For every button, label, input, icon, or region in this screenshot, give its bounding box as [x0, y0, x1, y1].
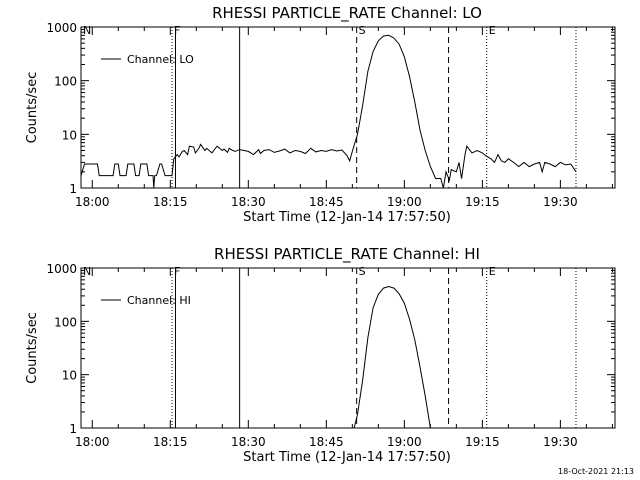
y-tick-label: 1000	[46, 262, 77, 276]
y-tick-label: 100	[54, 315, 77, 329]
x-tick-label: 19:30	[543, 435, 578, 449]
y-tick-label: 10	[62, 369, 77, 383]
x-tick-label: 18:15	[153, 435, 188, 449]
x-tick-label: 18:15	[153, 195, 188, 209]
event-marker-label: F	[174, 265, 180, 278]
event-marker-label: F	[174, 24, 180, 37]
x-tick-label: 18:00	[75, 435, 110, 449]
series-line	[353, 285, 431, 429]
series-line	[80, 34, 577, 189]
event-marker-label: E	[489, 24, 496, 37]
x-tick-label: 19:00	[387, 195, 422, 209]
chart-panel-hi: RHESSI PARTICLE_RATE Channel: HI 1 10 100 10…	[25, 245, 616, 465]
plot-frame	[80, 267, 616, 429]
y-axis-label: Counts/sec	[25, 72, 40, 144]
legend-label: Channel: LO	[127, 53, 194, 66]
chart-title: RHESSI PARTICLE_RATE Channel: LO	[212, 4, 482, 23]
x-tick-label: 19:15	[465, 195, 500, 209]
x-tick-label: 18:45	[309, 435, 344, 449]
chart-panel-lo: RHESSI PARTICLE_RATE Channel: LO 1 10 100 10…	[25, 4, 616, 225]
plot-frame	[80, 26, 616, 189]
legend-label: Channel: HI	[127, 294, 191, 307]
event-marker-label: S	[359, 24, 366, 37]
print-timestamp: 18-Oct-2021 21:13	[558, 467, 634, 476]
event-marker-label: N	[83, 265, 91, 278]
x-tick-label: 18:30	[231, 195, 266, 209]
y-tick-label: 1000	[46, 21, 77, 35]
x-tick-label: 19:15	[465, 435, 500, 449]
chart-title: RHESSI PARTICLE_RATE Channel: HI	[214, 245, 480, 264]
x-axis-label: Start Time (12-Jan-14 17:57:50)	[243, 210, 451, 225]
x-tick-label: 19:30	[543, 195, 578, 209]
y-tick-label: 100	[54, 75, 77, 89]
y-tick-label: 1	[69, 422, 77, 436]
x-tick-label: 18:00	[75, 195, 110, 209]
y-tick-label: 10	[62, 128, 77, 142]
x-tick-label: 19:00	[387, 435, 422, 449]
y-axis-label: Counts/sec	[25, 312, 40, 384]
y-tick-label: 1	[69, 182, 77, 196]
event-marker-label: E	[489, 265, 496, 278]
x-tick-label: 18:45	[309, 195, 344, 209]
x-tick-label: 18:30	[231, 435, 266, 449]
event-marker-label: N	[83, 24, 91, 37]
event-marker-label: S	[359, 265, 366, 278]
x-axis-label: Start Time (12-Jan-14 17:57:50)	[243, 450, 451, 465]
